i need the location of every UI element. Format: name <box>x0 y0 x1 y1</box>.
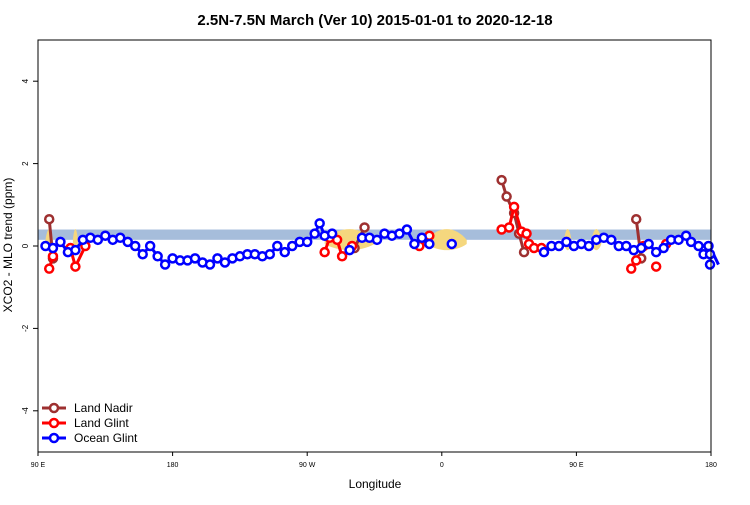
x-axis-label: Longitude <box>349 477 402 491</box>
data-point <box>553 240 565 252</box>
data-point <box>359 222 370 233</box>
data-point <box>152 251 163 262</box>
data-point <box>371 234 383 246</box>
data-point <box>326 228 338 239</box>
data-point <box>416 232 428 244</box>
data-point <box>650 246 662 258</box>
data-point <box>503 222 515 233</box>
data-point <box>144 240 156 252</box>
x-tick-label: 180 <box>167 462 179 469</box>
data-point <box>286 240 298 252</box>
data-point <box>501 191 512 202</box>
x-tick-label: 0 <box>440 462 444 469</box>
series-layer <box>40 174 720 274</box>
data-point <box>518 246 530 258</box>
data-point <box>630 255 642 266</box>
data-point <box>212 253 223 264</box>
data-point <box>204 259 216 270</box>
y-axis-label: XCO2 - MLO trend (ppm) <box>1 178 15 313</box>
data-point <box>561 236 572 248</box>
data-point <box>658 242 669 254</box>
data-point <box>122 236 133 248</box>
data-point <box>319 246 330 258</box>
data-point <box>344 244 355 256</box>
data-point <box>446 238 458 250</box>
legend-entry: Ocean Glint <box>42 431 138 445</box>
legend-entry: Land Nadir <box>42 401 133 415</box>
data-point <box>137 248 148 260</box>
legend-label: Ocean Glint <box>74 431 138 445</box>
data-point <box>606 234 617 246</box>
data-point <box>704 259 716 270</box>
data-point <box>55 236 66 248</box>
data-point <box>43 263 55 274</box>
data-point <box>264 248 276 260</box>
data-point <box>47 251 59 262</box>
data-point <box>521 228 532 239</box>
data-point <box>314 218 325 229</box>
y-tick-label: 2 <box>21 161 30 166</box>
data-point <box>650 261 662 272</box>
data-point <box>409 238 420 250</box>
data-point <box>704 248 716 260</box>
ocean-band <box>38 229 711 240</box>
legend-swatch-marker <box>48 417 60 429</box>
data-point <box>673 234 684 246</box>
data-point <box>115 232 126 244</box>
data-point <box>643 238 654 250</box>
data-point <box>92 234 104 246</box>
axes-layer: -4 -2 0 2 4 90 E 180 90 W 0 90 E 180 <box>21 39 717 469</box>
data-point <box>394 228 405 239</box>
data-point <box>189 253 201 264</box>
y-tick-label: -2 <box>21 324 30 332</box>
y-tick-label: 4 <box>21 78 30 83</box>
x-tick-label: 90 W <box>299 462 316 469</box>
data-point <box>47 242 59 254</box>
x-tick-label: 180 <box>705 462 717 469</box>
data-point <box>693 240 704 252</box>
legend-label: Land Nadir <box>74 401 133 415</box>
data-point <box>496 174 507 186</box>
data-point <box>129 240 141 252</box>
data-point <box>159 259 171 270</box>
data-point <box>336 251 348 262</box>
data-point <box>685 236 697 248</box>
data-point <box>635 242 647 254</box>
data-point <box>401 224 413 235</box>
data-point <box>43 213 55 225</box>
legend-swatch-marker <box>48 402 60 414</box>
chart-title: 2.5N-7.5N March (Ver 10) 2015-01-01 to 2… <box>197 12 552 29</box>
data-point <box>630 213 642 225</box>
data-point <box>272 240 283 252</box>
data-point <box>621 240 632 252</box>
legend-label: Land Glint <box>74 416 129 430</box>
data-point <box>309 228 320 239</box>
data-point <box>70 244 81 256</box>
x-tick-label: 90 E <box>569 462 584 469</box>
series-ocean-glint <box>40 218 720 270</box>
data-point <box>301 236 313 248</box>
legend-swatch-marker <box>48 432 60 444</box>
data-point <box>219 257 231 268</box>
data-point <box>625 263 637 274</box>
data-point <box>508 201 520 213</box>
y-tick-label: -4 <box>21 407 30 415</box>
data-point <box>70 261 81 272</box>
data-point <box>100 230 111 241</box>
legend-entry: Land Glint <box>42 416 129 430</box>
y-tick-label: 0 <box>21 243 30 248</box>
data-point <box>538 246 550 258</box>
data-point <box>583 240 595 252</box>
data-point <box>279 246 291 258</box>
x-tick-label: 90 E <box>31 462 46 469</box>
data-point <box>424 238 435 250</box>
